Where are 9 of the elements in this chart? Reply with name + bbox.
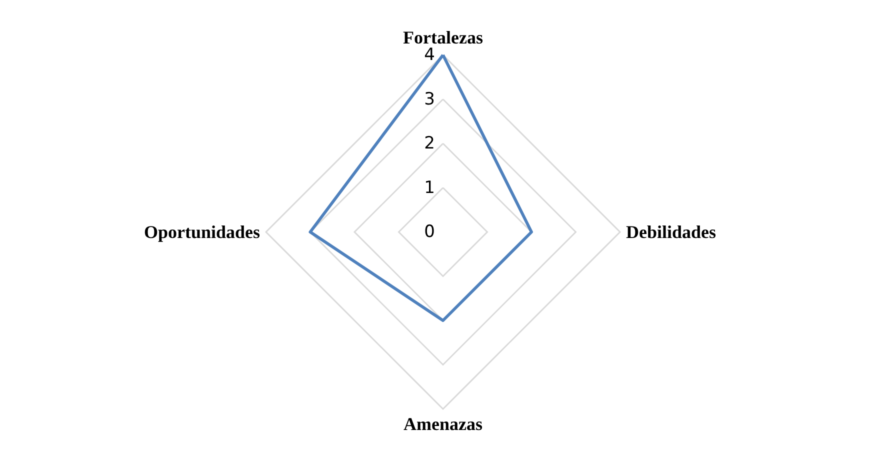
y-tick-label: 0 xyxy=(424,222,435,242)
spoke-label: Debilidades xyxy=(626,222,716,242)
y-tick-label: 2 xyxy=(424,134,435,154)
spoke-label: Oportunidades xyxy=(144,222,260,242)
y-tick-label: 1 xyxy=(424,178,435,198)
spoke-label: Amenazas xyxy=(404,414,482,434)
y-tick-label: 4 xyxy=(424,45,435,65)
spoke-label: Fortalezas xyxy=(403,28,483,48)
y-tick-label: 3 xyxy=(424,89,435,110)
